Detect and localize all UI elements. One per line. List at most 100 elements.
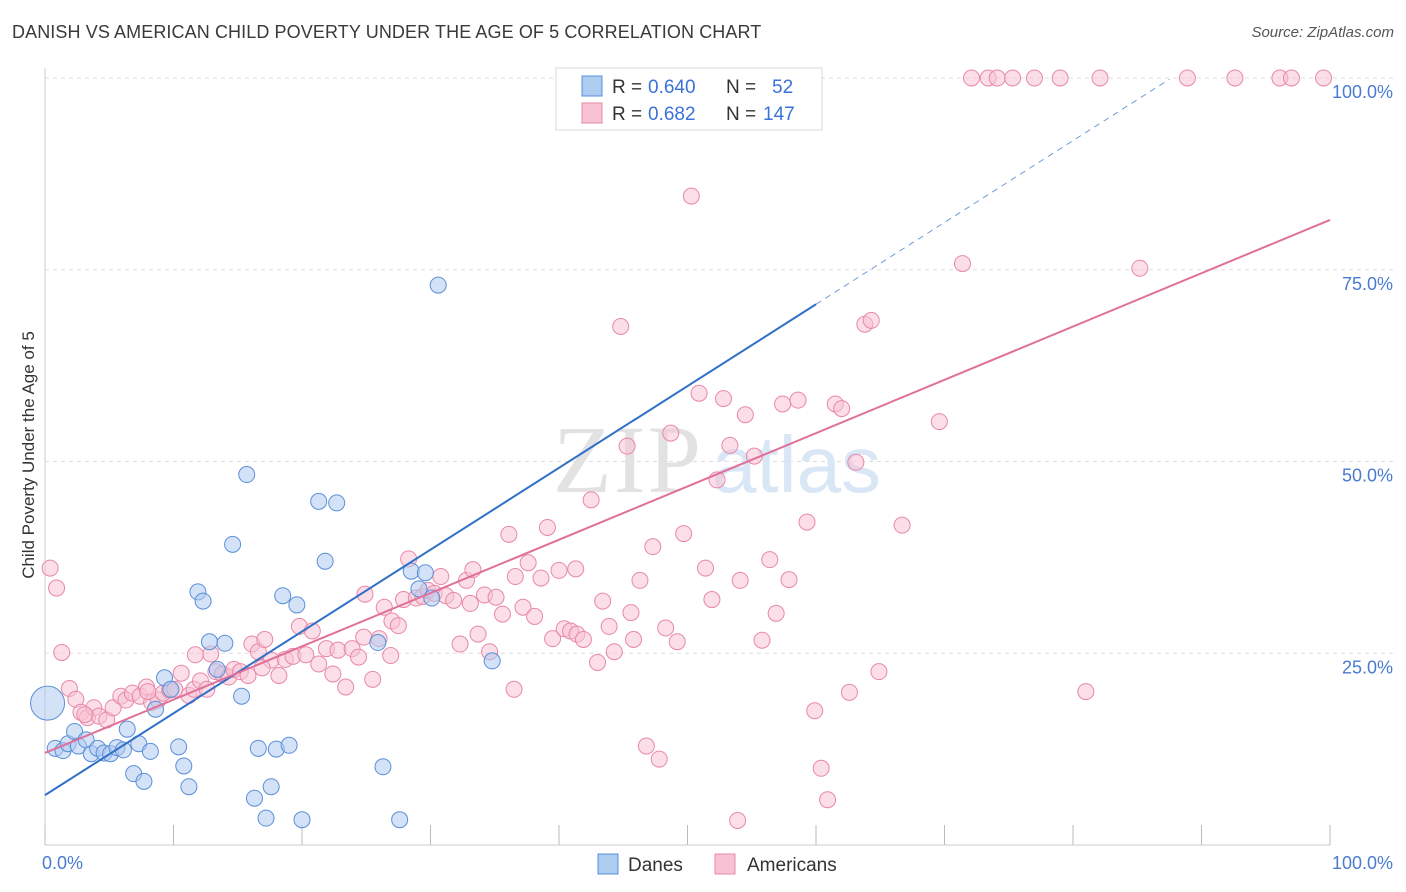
danes-point: [293, 811, 311, 829]
americans-point: [461, 594, 479, 612]
americans-point: [631, 571, 649, 589]
americans-point: [329, 641, 347, 659]
americans-point: [789, 391, 807, 409]
americans-point: [76, 706, 94, 724]
americans-point: [600, 617, 618, 635]
legend-danes-n-value: 52: [772, 77, 793, 98]
danes-point: [369, 634, 387, 652]
americans-point: [833, 400, 851, 418]
danes-point: [391, 811, 409, 829]
danes-point: [280, 736, 298, 754]
americans-point: [389, 617, 407, 635]
y-tick-label: 25.0%: [1342, 657, 1393, 677]
legend-danes-n-label: N =: [726, 77, 756, 98]
americans-point: [622, 604, 640, 622]
americans-point: [239, 666, 257, 684]
y-tick-label: 100.0%: [1332, 82, 1393, 102]
legend-americans-r-value: 0.682: [648, 104, 696, 125]
americans-point: [618, 437, 636, 455]
americans-point: [767, 604, 785, 622]
danes-point: [374, 758, 392, 776]
americans-point: [493, 605, 511, 623]
americans-point: [500, 525, 518, 543]
americans-point: [355, 628, 373, 646]
danes-point: [274, 587, 292, 605]
americans-point: [662, 424, 680, 442]
danes-point: [30, 685, 66, 721]
americans-point: [297, 646, 315, 664]
danes-point: [118, 720, 136, 738]
americans-point: [172, 664, 190, 682]
americans-point: [532, 569, 550, 587]
danes-point: [429, 276, 447, 294]
danes-point: [238, 466, 256, 484]
danes-point: [135, 772, 153, 790]
americans-point: [668, 633, 686, 651]
danes-point: [180, 778, 198, 796]
americans-point: [451, 635, 469, 653]
americans-point: [612, 318, 630, 336]
americans-point: [962, 69, 980, 87]
americans-point: [637, 737, 655, 755]
americans-point: [1226, 69, 1244, 87]
danes-point: [288, 596, 306, 614]
americans-point: [774, 395, 792, 413]
danes-point: [200, 633, 218, 651]
americans-point: [310, 655, 328, 673]
americans-point: [625, 630, 643, 648]
americans-point: [337, 678, 355, 696]
legend-americans-swatch: [581, 102, 603, 124]
danes-trend-line: [44, 303, 817, 796]
danes-point: [162, 680, 180, 698]
americans-point: [1178, 69, 1196, 87]
y-axis-label: Child Poverty Under the Age of 5: [19, 331, 38, 579]
legend-danes-swatch: [581, 75, 603, 97]
danes-point: [257, 809, 275, 827]
danes-point: [245, 789, 263, 807]
americans-point: [714, 390, 732, 408]
series-legend: Danes Americans: [597, 853, 837, 876]
x-tick-label: 0.0%: [42, 853, 83, 873]
americans-point: [847, 453, 865, 471]
x-tick-label: 100.0%: [1332, 853, 1393, 873]
danes-point: [262, 778, 280, 796]
legend-danes-r-label: R =: [612, 77, 642, 98]
y-tick-label: 50.0%: [1342, 466, 1393, 486]
americans-point: [519, 554, 537, 572]
americans-point: [505, 680, 523, 698]
americans-point: [1051, 69, 1069, 87]
americans-point: [506, 568, 524, 586]
americans-point: [721, 436, 739, 454]
legend-americans-n-label: N =: [726, 104, 756, 125]
americans-point: [675, 525, 693, 543]
americans-point: [594, 592, 612, 610]
bottom-legend-danes-label: Danes: [628, 855, 683, 876]
americans-point: [840, 683, 858, 701]
legend-americans-n-value: 147: [763, 104, 795, 125]
bottom-legend-americans-label: Americans: [747, 855, 837, 876]
americans-point: [1131, 259, 1149, 277]
americans-point: [1315, 69, 1333, 87]
source-note: Source: ZipAtlas.com: [1251, 24, 1394, 41]
americans-point: [589, 653, 607, 671]
americans-point: [48, 579, 66, 597]
danes-point: [208, 660, 226, 678]
americans-point: [469, 625, 487, 643]
danes-point: [310, 492, 328, 510]
americans-point: [761, 551, 779, 569]
americans-point: [41, 559, 59, 577]
danes-point: [216, 634, 234, 652]
americans-point: [514, 598, 532, 616]
americans-point: [798, 513, 816, 531]
americans-point: [256, 630, 274, 648]
americans-point: [812, 759, 830, 777]
danes-trend-extension: [815, 78, 1170, 305]
danes-point: [483, 652, 501, 670]
americans-point: [324, 665, 342, 683]
americans-point: [550, 561, 568, 579]
americans-point: [356, 585, 374, 603]
americans-point: [544, 630, 562, 648]
americans-point: [753, 631, 771, 649]
americans-point: [819, 791, 837, 809]
